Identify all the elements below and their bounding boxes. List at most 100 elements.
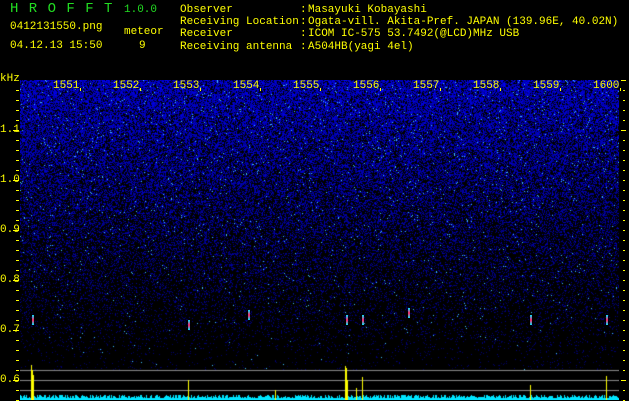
y-tick bbox=[16, 170, 19, 171]
meteor-echo bbox=[32, 315, 34, 325]
meteor-echo bbox=[530, 315, 532, 325]
right-tick bbox=[623, 100, 625, 101]
x-tick bbox=[200, 88, 201, 91]
right-tick bbox=[623, 350, 625, 351]
y-tick bbox=[16, 370, 19, 371]
right-tick bbox=[623, 220, 625, 221]
y-tick-label: 1.1 bbox=[0, 124, 20, 136]
y-tick bbox=[13, 130, 19, 131]
app-name: H R O F F T bbox=[10, 1, 114, 17]
right-tick bbox=[623, 390, 625, 391]
x-tick-label: 1551 bbox=[53, 80, 80, 92]
x-tick bbox=[620, 88, 621, 91]
spectrogram bbox=[20, 80, 619, 400]
right-tick bbox=[623, 340, 625, 341]
right-tick bbox=[621, 130, 626, 131]
y-tick bbox=[16, 340, 19, 341]
right-tick bbox=[623, 300, 625, 301]
meteor-echo bbox=[408, 307, 410, 318]
y-tick-label: 0.9 bbox=[0, 224, 20, 236]
right-tick bbox=[623, 250, 625, 251]
meteor-echo bbox=[346, 315, 348, 325]
y-tick bbox=[16, 200, 19, 201]
meteor-label: meteor bbox=[124, 26, 164, 38]
y-tick-label: 0.7 bbox=[0, 324, 20, 336]
y-axis-unit: kHz bbox=[0, 73, 20, 85]
right-tick bbox=[623, 360, 625, 361]
y-tick bbox=[16, 190, 19, 191]
y-tick bbox=[16, 290, 19, 291]
location-label: Receiving Location bbox=[180, 16, 299, 28]
x-tick bbox=[440, 88, 441, 91]
right-tick bbox=[621, 80, 626, 81]
x-tick bbox=[320, 88, 321, 91]
y-tick bbox=[16, 310, 19, 311]
x-tick bbox=[80, 88, 81, 91]
right-tick bbox=[623, 290, 625, 291]
x-tick-label: 1555 bbox=[293, 80, 320, 92]
right-tick bbox=[623, 190, 625, 191]
x-tick-label: 1600 bbox=[593, 80, 620, 92]
x-tick bbox=[500, 88, 501, 91]
y-tick bbox=[16, 250, 19, 251]
y-tick-label: 1.0 bbox=[0, 174, 20, 186]
right-tick bbox=[623, 260, 625, 261]
x-tick-label: 1553 bbox=[173, 80, 200, 92]
y-tick bbox=[16, 240, 19, 241]
x-tick bbox=[260, 88, 261, 91]
right-tick bbox=[621, 380, 626, 381]
y-tick bbox=[16, 350, 19, 351]
y-tick bbox=[16, 110, 19, 111]
x-tick-label: 1556 bbox=[353, 80, 380, 92]
right-tick bbox=[623, 180, 625, 181]
right-tick bbox=[623, 90, 625, 91]
x-tick bbox=[140, 88, 141, 91]
colon: : bbox=[300, 16, 307, 28]
x-tick bbox=[380, 88, 381, 91]
y-tick bbox=[16, 90, 19, 91]
y-tick bbox=[16, 260, 19, 261]
right-tick bbox=[623, 170, 625, 171]
x-tick-label: 1554 bbox=[233, 80, 260, 92]
y-tick bbox=[13, 280, 19, 281]
x-tick-label: 1558 bbox=[473, 80, 500, 92]
right-tick bbox=[623, 200, 625, 201]
app-version: 1.0.0 bbox=[124, 4, 158, 16]
right-tick bbox=[623, 150, 625, 151]
colon: : bbox=[300, 41, 307, 53]
location-value: Ogata-vill. Akita-Pref. JAPAN (139.96E, … bbox=[308, 16, 619, 28]
y-tick bbox=[16, 300, 19, 301]
y-tick bbox=[16, 360, 19, 361]
right-tick bbox=[623, 120, 625, 121]
x-tick-label: 1559 bbox=[533, 80, 560, 92]
filename: 0412131550.png bbox=[10, 21, 103, 33]
meteor-echo bbox=[362, 315, 364, 325]
datetime: 04.12.13 15:50 bbox=[10, 40, 103, 52]
y-tick-label: 0.6 bbox=[0, 374, 20, 386]
meteor-count: 9 bbox=[139, 40, 146, 52]
y-tick bbox=[16, 220, 19, 221]
observer-value: Masayuki Kobayashi bbox=[308, 4, 427, 16]
right-tick bbox=[623, 210, 625, 211]
y-tick bbox=[16, 320, 19, 321]
y-tick bbox=[16, 160, 19, 161]
y-tick bbox=[13, 230, 19, 231]
right-tick bbox=[623, 110, 625, 111]
y-tick bbox=[16, 270, 19, 271]
receiver-value: ICOM IC-575 53.7492(@LCD)MHz USB bbox=[308, 28, 520, 40]
observer-label: Observer bbox=[180, 4, 233, 16]
antenna-label: Receiving antenna bbox=[180, 41, 293, 53]
y-tick-label: 0.8 bbox=[0, 274, 20, 286]
y-tick bbox=[13, 330, 19, 331]
right-tick bbox=[623, 280, 625, 281]
y-tick bbox=[16, 150, 19, 151]
y-tick bbox=[16, 390, 19, 391]
y-tick bbox=[13, 380, 19, 381]
right-tick bbox=[623, 230, 625, 231]
right-tick bbox=[623, 240, 625, 241]
y-tick bbox=[16, 210, 19, 211]
x-tick-label: 1557 bbox=[413, 80, 440, 92]
right-tick bbox=[623, 310, 625, 311]
y-tick bbox=[16, 140, 19, 141]
meteor-echo bbox=[606, 315, 608, 325]
